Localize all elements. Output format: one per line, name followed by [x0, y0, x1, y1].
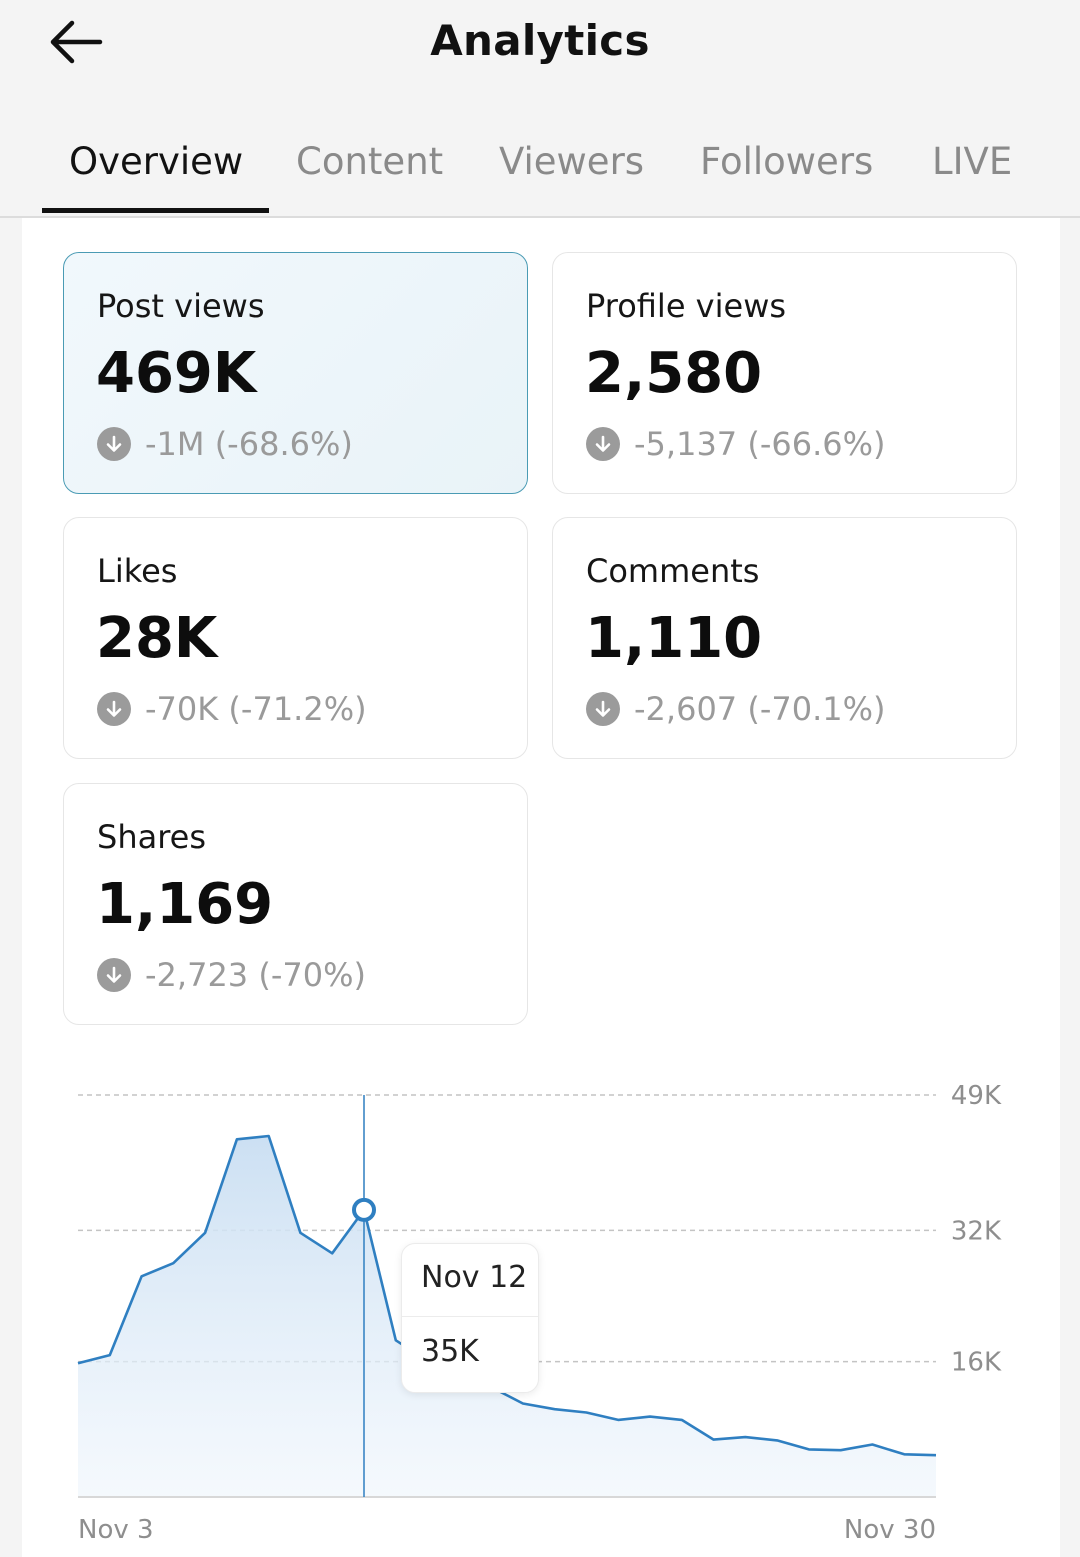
metric-label: Post views [97, 287, 265, 325]
arrow-down-circle-icon [97, 692, 131, 726]
metric-value: 1,169 [96, 872, 274, 937]
header: Analytics [0, 0, 1080, 96]
tab-bar: Overview Content Viewers Followers LIVE [0, 118, 1080, 218]
metric-label: Likes [97, 552, 178, 590]
metric-delta: -2,723 (-70%) [97, 956, 366, 994]
metric-value: 2,580 [585, 341, 763, 406]
metric-delta: -1M (-68.6%) [97, 425, 353, 463]
metric-value: 28K [96, 606, 218, 671]
metric-label: Shares [97, 818, 207, 856]
metric-label: Comments [586, 552, 760, 590]
back-button[interactable] [38, 10, 110, 74]
tab-content[interactable]: Content [296, 140, 444, 183]
tab-overview[interactable]: Overview [69, 140, 244, 183]
metric-card-post-views[interactable]: Post views 469K -1M (-68.6%) [63, 252, 528, 494]
metric-label: Profile views [586, 287, 787, 325]
metric-delta: -2,607 (-70.1%) [586, 690, 886, 728]
metric-card-profile-views[interactable]: Profile views 2,580 -5,137 (-66.6%) [552, 252, 1017, 494]
chart-tooltip: Nov 12 35K [401, 1243, 539, 1393]
arrow-down-circle-icon [97, 958, 131, 992]
active-tab-indicator [42, 208, 269, 213]
metric-value: 469K [96, 341, 257, 406]
tab-live[interactable]: LIVE [932, 140, 1013, 183]
metric-card-likes[interactable]: Likes 28K -70K (-71.2%) [63, 517, 528, 759]
tooltip-value: 35K [421, 1334, 479, 1369]
metric-delta-text: -1M (-68.6%) [145, 425, 353, 463]
tooltip-date: Nov 12 [421, 1260, 528, 1295]
metric-delta-text: -2,607 (-70.1%) [634, 690, 886, 728]
metric-delta-text: -5,137 (-66.6%) [634, 425, 886, 463]
tab-viewers[interactable]: Viewers [499, 140, 645, 183]
metric-delta-text: -2,723 (-70%) [145, 956, 366, 994]
metric-delta: -70K (-71.2%) [97, 690, 367, 728]
metric-delta-text: -70K (-71.2%) [145, 690, 367, 728]
arrow-down-circle-icon [97, 427, 131, 461]
page-title: Analytics [430, 16, 650, 65]
arrow-left-icon [50, 20, 103, 64]
arrow-down-circle-icon [586, 427, 620, 461]
arrow-down-circle-icon [586, 692, 620, 726]
metric-delta: -5,137 (-66.6%) [586, 425, 886, 463]
metric-value: 1,110 [585, 606, 763, 671]
tooltip-divider [402, 1316, 538, 1317]
metric-card-comments[interactable]: Comments 1,110 -2,607 (-70.1%) [552, 517, 1017, 759]
metric-card-shares[interactable]: Shares 1,169 -2,723 (-70%) [63, 783, 528, 1025]
tab-followers[interactable]: Followers [700, 140, 874, 183]
